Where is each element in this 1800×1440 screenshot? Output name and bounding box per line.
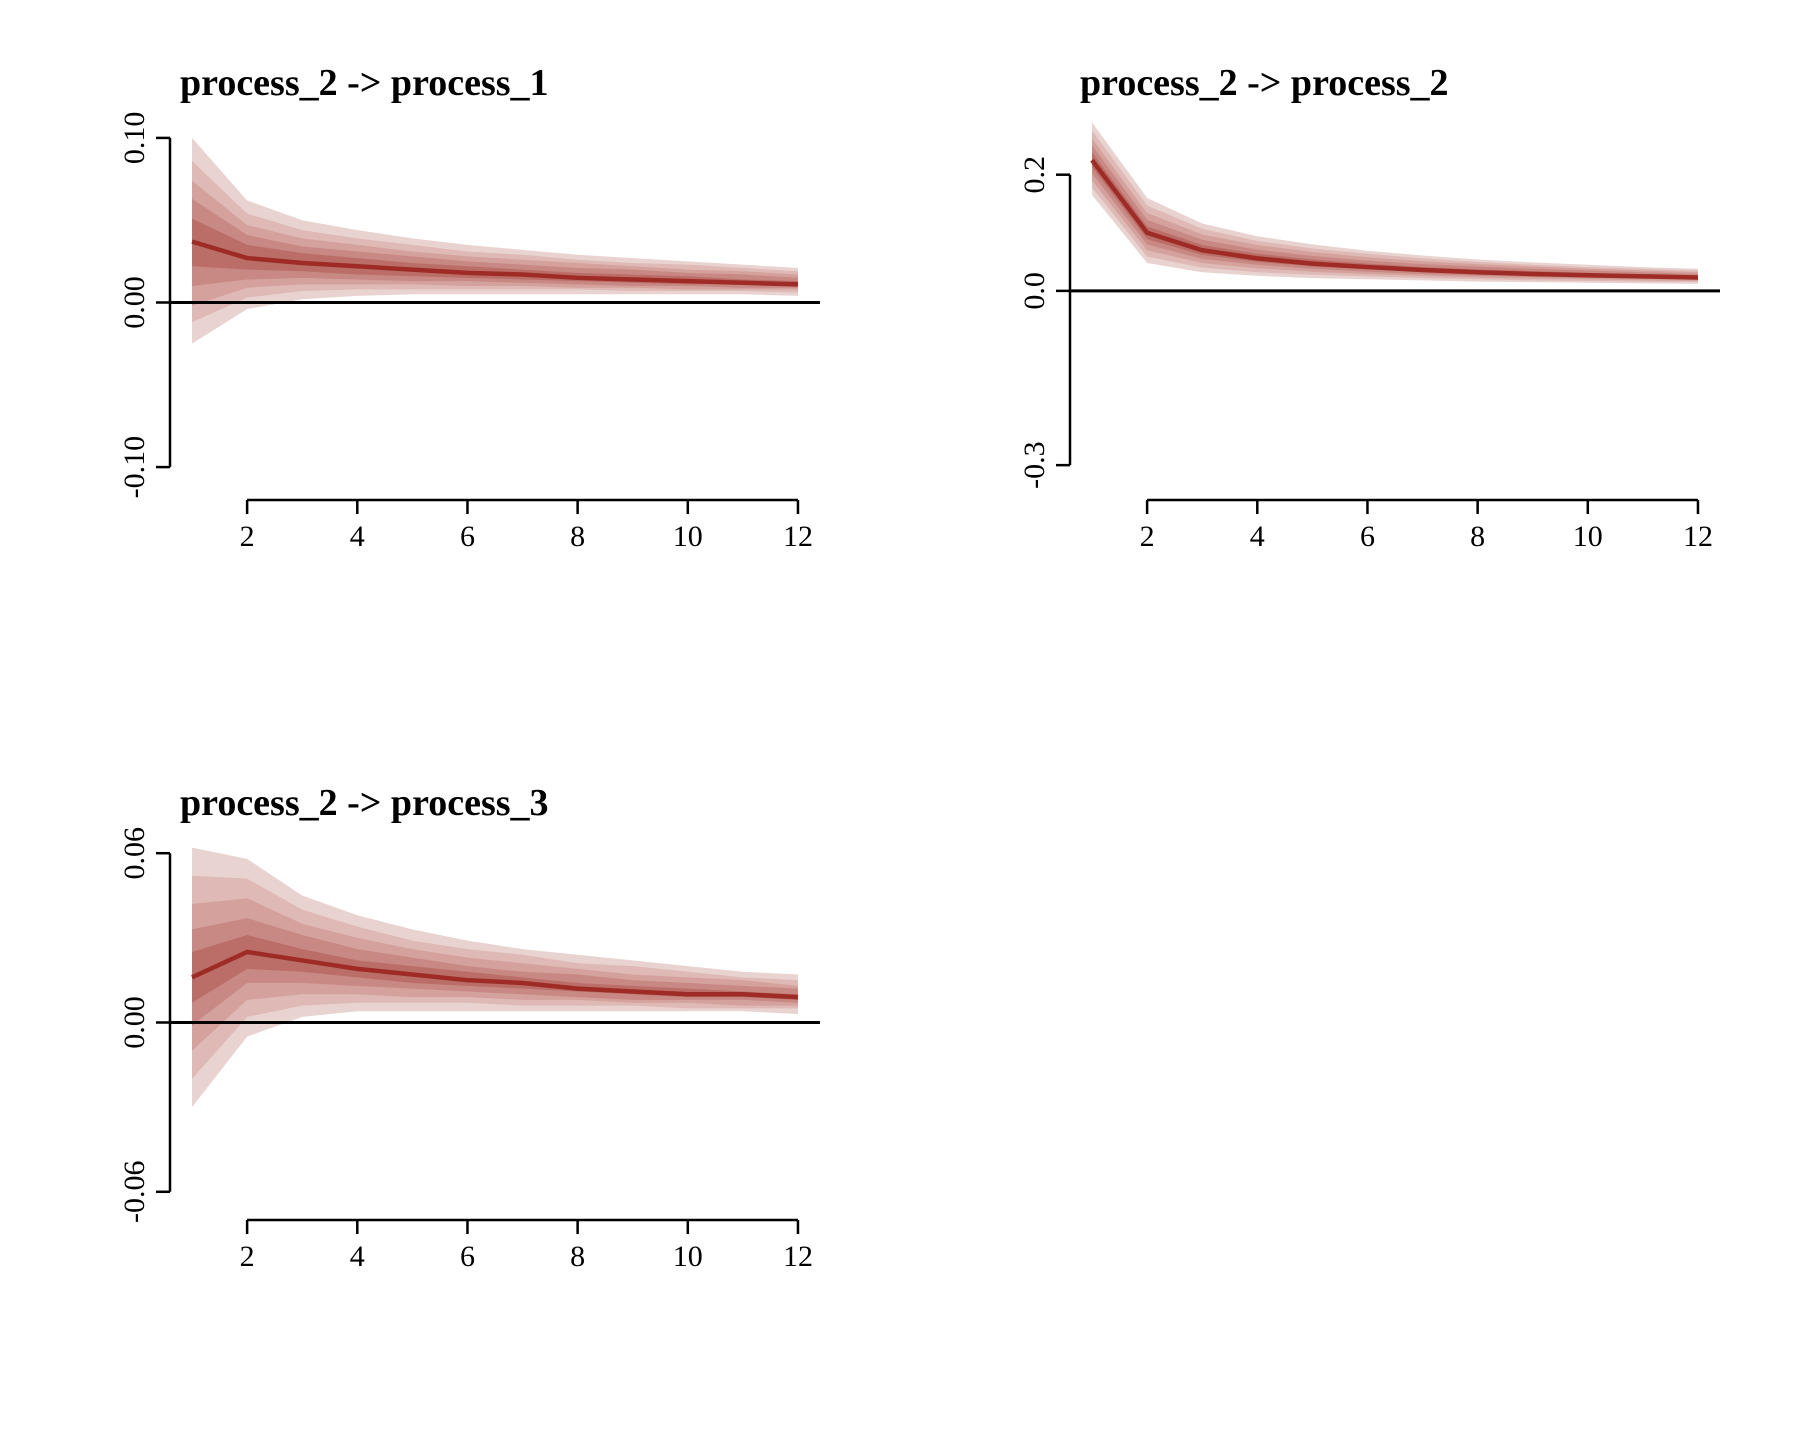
- x-tick-label: 8: [1470, 520, 1485, 553]
- panel-process2-to-process3: 2 4 6 8 10 12 -0.06 0.00 0.06 process_2 -> proces…: [0, 720, 900, 1440]
- y-tick-label: 0.10: [118, 112, 151, 165]
- y-tick-label: 0.00: [118, 276, 151, 329]
- y-tick-label: 0.06: [118, 827, 151, 880]
- x-tick-label: 2: [1140, 520, 1155, 553]
- x-tick-label: 4: [1250, 520, 1265, 553]
- panel-title: process_2 -> process_1: [180, 62, 549, 104]
- x-tick-label: 12: [783, 520, 813, 553]
- x-tick-label: 10: [673, 520, 703, 553]
- x-tick-label: 6: [460, 1240, 475, 1273]
- y-tick-label: 0.0: [1018, 272, 1051, 310]
- x-tick-label: 10: [1573, 520, 1603, 553]
- x-tick-label: 2: [240, 1240, 255, 1273]
- x-tick-label: 4: [350, 1240, 365, 1273]
- panel-process2-to-process2: 2 4 6 8 10 12 -0.3 0.0 0.2 process_2 -> process_2: [900, 0, 1800, 720]
- x-tick-label: 6: [460, 520, 475, 553]
- x-tick-label: 12: [783, 1240, 813, 1273]
- y-tick-label: -0.10: [118, 436, 151, 499]
- panel-empty: [900, 720, 1800, 1440]
- y-tick-label: -0.3: [1018, 441, 1051, 489]
- chart-grid: 2 4 6 8 10 12 -0.10 0.00 0.10 process_2 -> proces…: [0, 0, 1800, 1440]
- panel-svg: 2 4 6 8 10 12 -0.10 0.00 0.10 process_2 -> proces…: [0, 0, 900, 720]
- panel-process2-to-process1: 2 4 6 8 10 12 -0.10 0.00 0.10 process_2 -> proces…: [0, 0, 900, 720]
- x-tick-label: 4: [350, 520, 365, 553]
- x-tick-label: 10: [673, 1240, 703, 1273]
- plot-area: [170, 848, 820, 1108]
- x-tick-label: 6: [1360, 520, 1375, 553]
- panel-svg: 2 4 6 8 10 12 -0.06 0.00 0.06 process_2 -> proces…: [0, 720, 900, 1440]
- x-tick-label: 8: [570, 1240, 585, 1273]
- y-tick-label: 0.2: [1018, 156, 1051, 194]
- plot-area: [1070, 122, 1720, 290]
- x-tick-label: 8: [570, 520, 585, 553]
- plot-area: [170, 138, 820, 344]
- panel-svg: 2 4 6 8 10 12 -0.3 0.0 0.2 process_2 -> process_2: [900, 0, 1800, 720]
- panel-title: process_2 -> process_3: [180, 782, 549, 824]
- y-tick-label: -0.06: [118, 1161, 151, 1224]
- y-tick-label: 0.00: [118, 996, 151, 1049]
- panel-title: process_2 -> process_2: [1080, 62, 1449, 104]
- x-tick-label: 2: [240, 520, 255, 553]
- x-tick-label: 12: [1683, 520, 1713, 553]
